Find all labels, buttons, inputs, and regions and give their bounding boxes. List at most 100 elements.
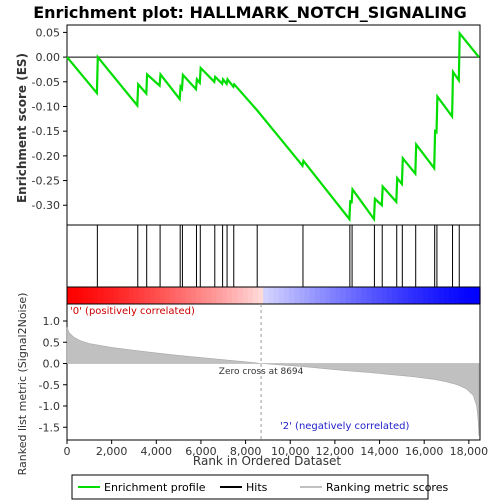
x-tick-label: 10,000: [271, 445, 310, 458]
rank-color-segment: [258, 287, 264, 304]
es-y-tick-label: -0.20: [32, 150, 60, 163]
rank-color-segment: [216, 287, 223, 304]
rank-color-segment: [211, 287, 218, 304]
legend-label: Ranking metric scores: [326, 481, 448, 494]
legend-label: Enrichment profile: [104, 481, 206, 494]
rank-color-segment: [144, 287, 151, 304]
x-tick-label: 12,000: [316, 445, 355, 458]
rank-color-segment: [232, 287, 238, 304]
rank-color-segment: [474, 287, 481, 304]
x-tick-label: 0: [64, 445, 71, 458]
es-y-tick-label: -0.25: [32, 175, 60, 188]
metric-y-tick-label: 0.0: [43, 358, 61, 371]
legend: Enrichment profile Hits Ranking metric sco…: [71, 474, 448, 500]
rank-color-segment: [309, 287, 316, 304]
rank-color-segment: [72, 287, 78, 304]
metric-y-tick-label: 0.5: [43, 336, 61, 349]
es-y-tick-label: 0.00: [36, 51, 61, 64]
rank-color-segment: [387, 287, 393, 304]
rank-color-segment: [350, 287, 357, 304]
rank-color-segment: [118, 287, 125, 304]
rank-color-segment: [304, 287, 311, 304]
rank-color-segment: [464, 287, 471, 304]
rank-color-segment: [314, 287, 321, 304]
rank-color-segment: [454, 287, 460, 304]
rank-color-segment: [97, 287, 104, 304]
chart-title: Enrichment plot: HALLMARK_NOTCH_SIGNALIN…: [33, 3, 467, 22]
rank-color-segment: [67, 287, 73, 304]
negative-correlation-label: '2' (negatively correlated): [280, 421, 409, 432]
metric-y-tick-label: 1.0: [43, 315, 61, 328]
rank-color-segment: [159, 287, 166, 304]
rank-color-segment: [273, 287, 280, 304]
x-tick-label: 16,000: [405, 445, 444, 458]
rank-color-segment: [361, 287, 368, 304]
rank-color-segment: [268, 287, 275, 304]
rank-color-segment: [319, 287, 326, 304]
rank-color-segment: [392, 287, 398, 304]
hits-panel: [66, 224, 481, 288]
rank-color-segment: [356, 287, 362, 304]
rank-color-segment: [418, 287, 424, 304]
rank-color-segment: [371, 287, 378, 304]
metric-y-tick-label: -1.0: [39, 400, 60, 413]
rank-color-segment: [237, 287, 244, 304]
rank-color-segment: [227, 287, 233, 304]
es-y-tick-label: -0.30: [32, 199, 60, 212]
rank-color-segment: [449, 287, 455, 304]
rank-color-segment: [278, 287, 285, 304]
rank-color-segment: [123, 287, 130, 304]
metric-y-axis-label: Ranked list metric (Signal2Noise): [16, 293, 29, 476]
rank-color-segment: [92, 287, 99, 304]
rank-color-segment: [128, 287, 135, 304]
x-tick-label: 6,000: [185, 445, 217, 458]
rank-color-segment: [412, 287, 419, 304]
rank-color-segment: [190, 287, 197, 304]
rank-color-segment: [459, 287, 466, 304]
rank-color-segment: [175, 287, 182, 304]
rank-color-segment: [149, 287, 156, 304]
rank-color-segment: [423, 287, 429, 304]
rank-color-segment: [134, 287, 140, 304]
rank-color-segment: [402, 287, 409, 304]
metric-panel: 1.0 0.5 0.0 -0.5 -1.0 -1.5 Zero cross at 8694 '…: [39, 303, 489, 458]
es-panel: 0.05 0.00 -0.05 -0.10 -0.15 -0.20 -0.25 -0.30: [32, 24, 481, 226]
es-y-tick-label: -0.10: [32, 100, 60, 113]
rank-color-segment: [397, 287, 404, 304]
x-tick-label: 14,000: [360, 445, 399, 458]
es-plot-frame: [66, 24, 481, 226]
rank-color-segment: [170, 287, 177, 304]
rank-color-segment: [206, 287, 213, 304]
rank-color-segment: [345, 287, 352, 304]
rank-color-segment: [299, 287, 306, 304]
x-tick-label: 18,000: [450, 445, 489, 458]
rank-color-segment: [180, 287, 187, 304]
rank-color-segment: [283, 287, 290, 304]
rank-color-segment: [252, 287, 259, 304]
es-y-tick-label: -0.15: [32, 125, 60, 138]
x-axis-label: Rank in Ordered Dataset: [193, 454, 341, 468]
x-tick-label: 8,000: [230, 445, 262, 458]
enrichment-profile-line: [66, 30, 480, 223]
rank-color-segment: [340, 287, 347, 304]
rank-color-segment: [154, 287, 161, 304]
rank-color-segment: [407, 287, 414, 304]
rank-color-segment: [428, 287, 435, 304]
rank-color-segment: [82, 287, 89, 304]
rank-color-segment: [77, 287, 84, 304]
rank-color-segment: [288, 287, 295, 304]
rank-color-segment: [113, 287, 120, 304]
x-tick-label: 4,000: [141, 445, 173, 458]
rank-color-segment: [335, 287, 342, 304]
zero-cross-label: Zero cross at 8694: [219, 367, 304, 377]
rank-color-segment: [469, 287, 476, 304]
legend-label: Hits: [246, 481, 268, 494]
rank-color-segment: [242, 287, 249, 304]
rank-color-segment: [381, 287, 388, 304]
hits-frame: [66, 224, 481, 288]
rank-color-segment: [263, 287, 269, 304]
ranking-metric-area: [66, 327, 480, 436]
metric-y-tick-label: -0.5: [39, 379, 60, 392]
rank-color-segment: [221, 287, 228, 304]
